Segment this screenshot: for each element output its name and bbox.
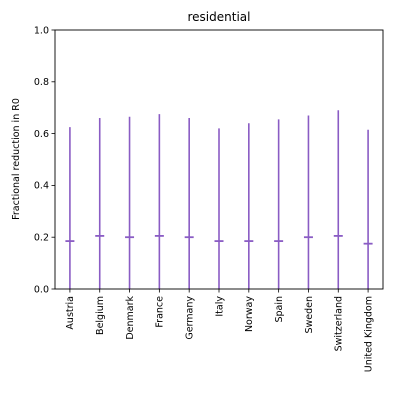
y-tick-label: 0.0: [34, 284, 49, 295]
x-tick-label: United Kingdom: [363, 296, 374, 372]
x-tick-label: Sweden: [304, 296, 315, 334]
y-axis-label: Fractional reduction in R0: [11, 98, 22, 220]
y-tick-label: 0.2: [34, 233, 49, 244]
chart-title: residential: [188, 10, 251, 24]
x-tick-label: Austria: [65, 296, 76, 330]
plot-frame: [54, 29, 384, 290]
x-tick-label: Germany: [184, 296, 195, 340]
y-tick-label: 1.0: [34, 25, 49, 36]
x-tick-label: Belgium: [95, 296, 106, 335]
plot-area: 0.0 0.2 0.4 0.6 0.8 1.0 Austria Belgium Denmark F…: [34, 25, 375, 372]
x-tick-label: Italy: [214, 296, 225, 317]
y-tick-label: 0.4: [34, 181, 49, 192]
x-tick-label: Spain: [274, 296, 285, 323]
y-tick-label: 0.8: [34, 77, 49, 88]
x-tick-label: Norway: [244, 296, 255, 332]
x-tick-label: Denmark: [125, 296, 136, 340]
x-tick-label: France: [155, 296, 166, 328]
x-tick-label: Switzerland: [334, 296, 345, 351]
y-tick-label: 0.6: [34, 129, 49, 140]
